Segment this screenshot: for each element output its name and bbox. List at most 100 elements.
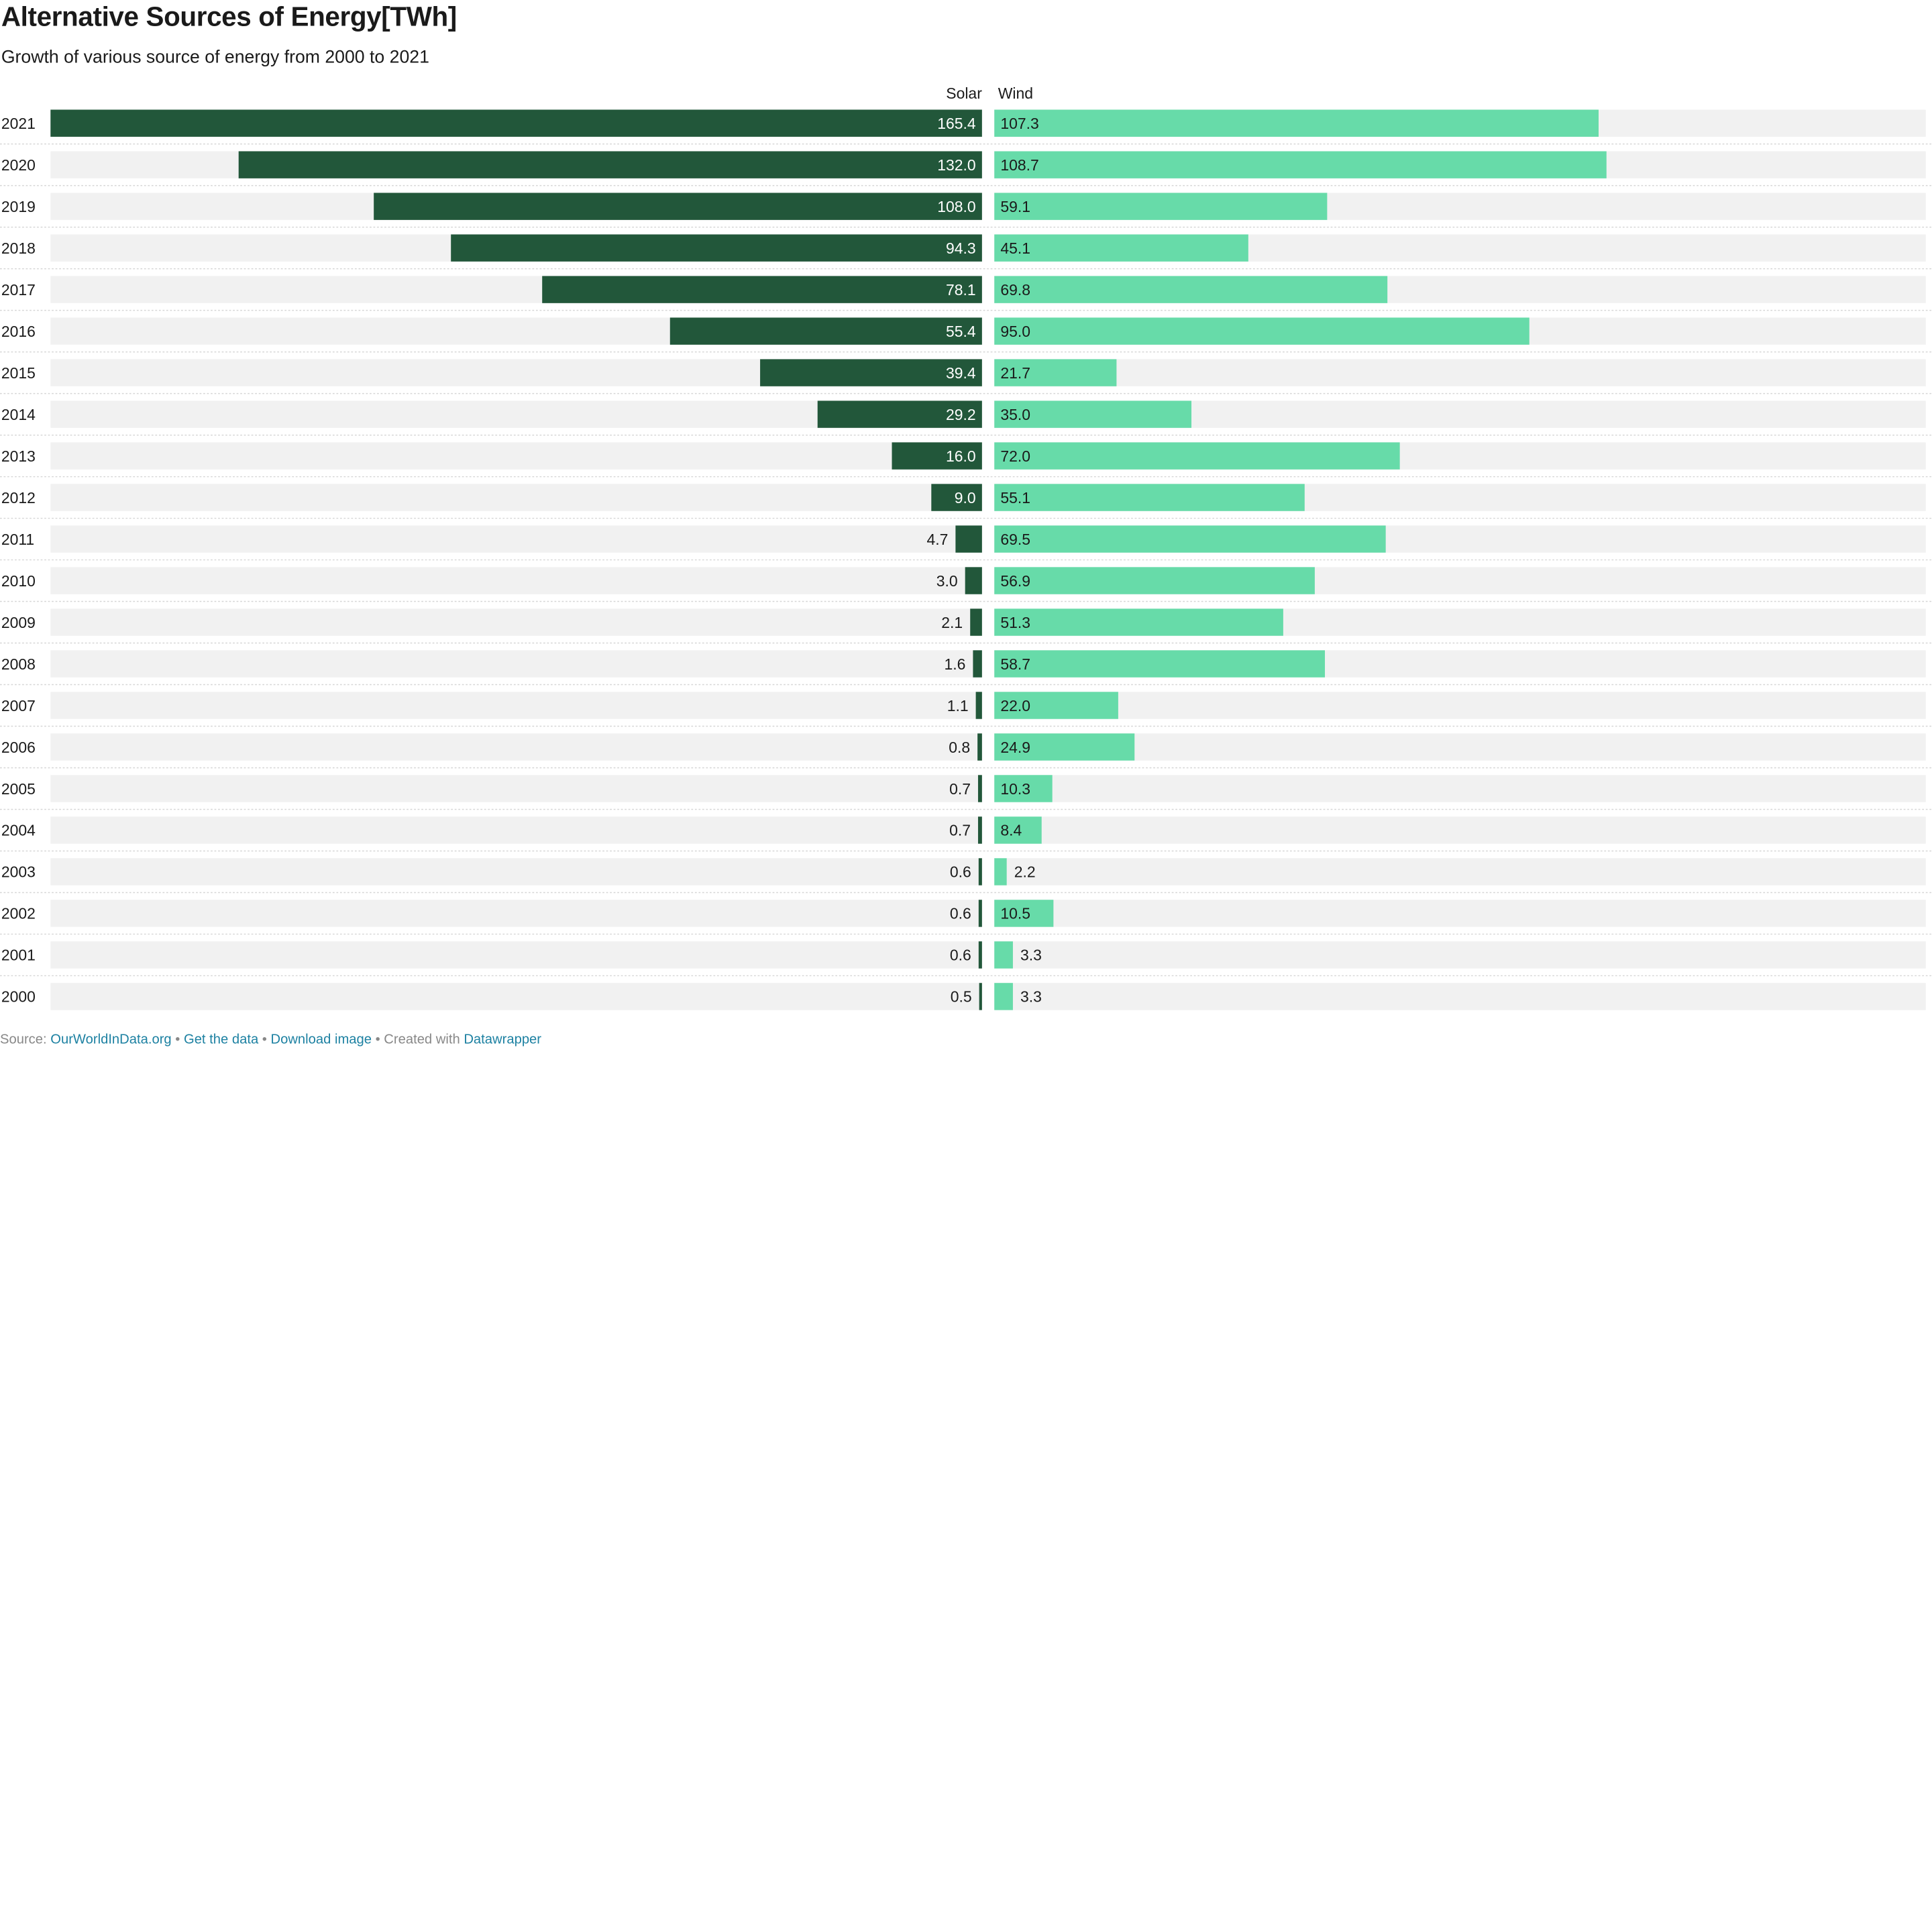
- wind-value-label: 51.3: [1000, 614, 1030, 631]
- wind-bar: [994, 276, 1388, 303]
- wind-track: [994, 983, 1926, 1010]
- wind-track: [994, 900, 1926, 927]
- solar-bar: [374, 193, 982, 220]
- solar-bar: [978, 941, 982, 969]
- wind-bar: [994, 608, 1283, 636]
- split-bar-chart: Solar Wind 2021 165.4 107.3 2020 132.0 108.7 201…: [0, 85, 1932, 1010]
- wind-bar: [994, 983, 1013, 1010]
- solar-value-label: 16.0: [946, 447, 976, 465]
- category-label: 2010: [1, 572, 36, 590]
- solar-track: [50, 816, 982, 844]
- solar-value-label: 0.7: [949, 780, 971, 798]
- wind-value-label: 3.3: [1020, 988, 1042, 1006]
- solar-value-label: 0.6: [950, 863, 971, 881]
- solar-track: [50, 775, 982, 802]
- wind-track: [994, 692, 1926, 719]
- solar-value-label: 94.3: [946, 239, 976, 257]
- wind-value-label: 24.9: [1000, 739, 1030, 756]
- solar-value-label: 39.4: [946, 364, 976, 382]
- solar-value-label: 0.7: [949, 822, 971, 839]
- wind-bar: [994, 733, 1135, 761]
- category-label: 2007: [1, 697, 36, 714]
- footer: Source: OurWorldInData.org • Get the dat…: [0, 1032, 541, 1047]
- source-label: Source:: [0, 1032, 51, 1048]
- wind-value-label: 45.1: [1000, 239, 1030, 257]
- wind-value-label: 56.9: [1000, 572, 1030, 590]
- category-label: 2002: [1, 905, 36, 922]
- wind-value-label: 58.7: [1000, 655, 1030, 673]
- wind-bar: [994, 442, 1400, 470]
- get-data-link[interactable]: Get the data: [183, 1032, 259, 1048]
- wind-bar: [994, 900, 1054, 927]
- chart-subtitle: Growth of various source of energy from …: [1, 48, 429, 68]
- wind-value-label: 10.3: [1000, 780, 1030, 798]
- solar-bar: [973, 650, 982, 678]
- solar-value-label: 0.8: [949, 739, 970, 756]
- category-label: 2020: [1, 156, 36, 174]
- wind-value-label: 3.3: [1020, 947, 1042, 964]
- category-label: 2019: [1, 198, 36, 215]
- wind-track: [994, 816, 1926, 844]
- column-header-wind: Wind: [998, 85, 1033, 102]
- source-link[interactable]: OurWorldInData.org: [50, 1032, 172, 1048]
- solar-value-label: 78.1: [946, 281, 976, 299]
- category-label: 2001: [1, 947, 36, 964]
- category-label: 2015: [1, 364, 36, 382]
- download-image-link[interactable]: Download image: [270, 1032, 372, 1048]
- solar-value-label: 165.4: [937, 115, 976, 132]
- wind-bar: [994, 816, 1042, 844]
- wind-track: [994, 775, 1926, 802]
- solar-bar: [817, 401, 982, 428]
- wind-value-label: 22.0: [1000, 697, 1030, 714]
- solar-bar: [977, 733, 982, 761]
- wind-bar: [994, 317, 1529, 345]
- wind-bar: [994, 650, 1326, 678]
- wind-bar: [994, 484, 1305, 511]
- chart-title: Alternative Sources of Energy[TWh]: [1, 1, 457, 32]
- wind-bar: [994, 359, 1117, 386]
- solar-value-label: 1.1: [947, 697, 969, 714]
- solar-value-label: 55.4: [946, 323, 976, 340]
- solar-value-label: 29.2: [946, 406, 976, 423]
- solar-value-label: 2.1: [941, 614, 963, 631]
- solar-bar: [931, 484, 982, 511]
- wind-bar: [994, 858, 1007, 886]
- category-label: 2004: [1, 822, 36, 839]
- category-label: 2008: [1, 655, 36, 673]
- solar-bar: [955, 525, 982, 553]
- solar-bar: [975, 692, 982, 719]
- category-label: 2003: [1, 863, 36, 881]
- wind-value-label: 69.5: [1000, 531, 1030, 548]
- wind-value-label: 55.1: [1000, 489, 1030, 506]
- solar-bar: [970, 608, 982, 636]
- solar-track: [50, 650, 982, 678]
- wind-value-label: 108.7: [1000, 156, 1038, 174]
- solar-track: [50, 692, 982, 719]
- solar-track: [50, 733, 982, 761]
- wind-value-label: 10.5: [1000, 905, 1030, 922]
- wind-value-label: 69.8: [1000, 281, 1030, 299]
- datawrapper-link[interactable]: Datawrapper: [464, 1032, 542, 1048]
- wind-track: [994, 733, 1926, 761]
- solar-bar: [669, 317, 982, 345]
- category-label: 2011: [1, 531, 34, 548]
- solar-value-label: 3.0: [936, 572, 958, 590]
- category-label: 2014: [1, 406, 36, 423]
- wind-value-label: 8.4: [1000, 822, 1022, 839]
- solar-value-label: 9.0: [955, 489, 976, 506]
- solar-track: [50, 567, 982, 594]
- wind-bar: [994, 941, 1013, 969]
- solar-value-label: 0.6: [950, 905, 971, 922]
- solar-track: [50, 442, 982, 470]
- wind-bar: [994, 109, 1599, 137]
- solar-value-label: 0.6: [950, 947, 971, 964]
- category-label: 2012: [1, 489, 36, 506]
- solar-bar: [760, 359, 982, 386]
- wind-value-label: 35.0: [1000, 406, 1030, 423]
- created-with-label: • Created with: [371, 1032, 464, 1048]
- solar-track: [50, 525, 982, 553]
- wind-value-label: 21.7: [1000, 364, 1030, 382]
- wind-value-label: 72.0: [1000, 447, 1030, 465]
- wind-bar: [994, 401, 1192, 428]
